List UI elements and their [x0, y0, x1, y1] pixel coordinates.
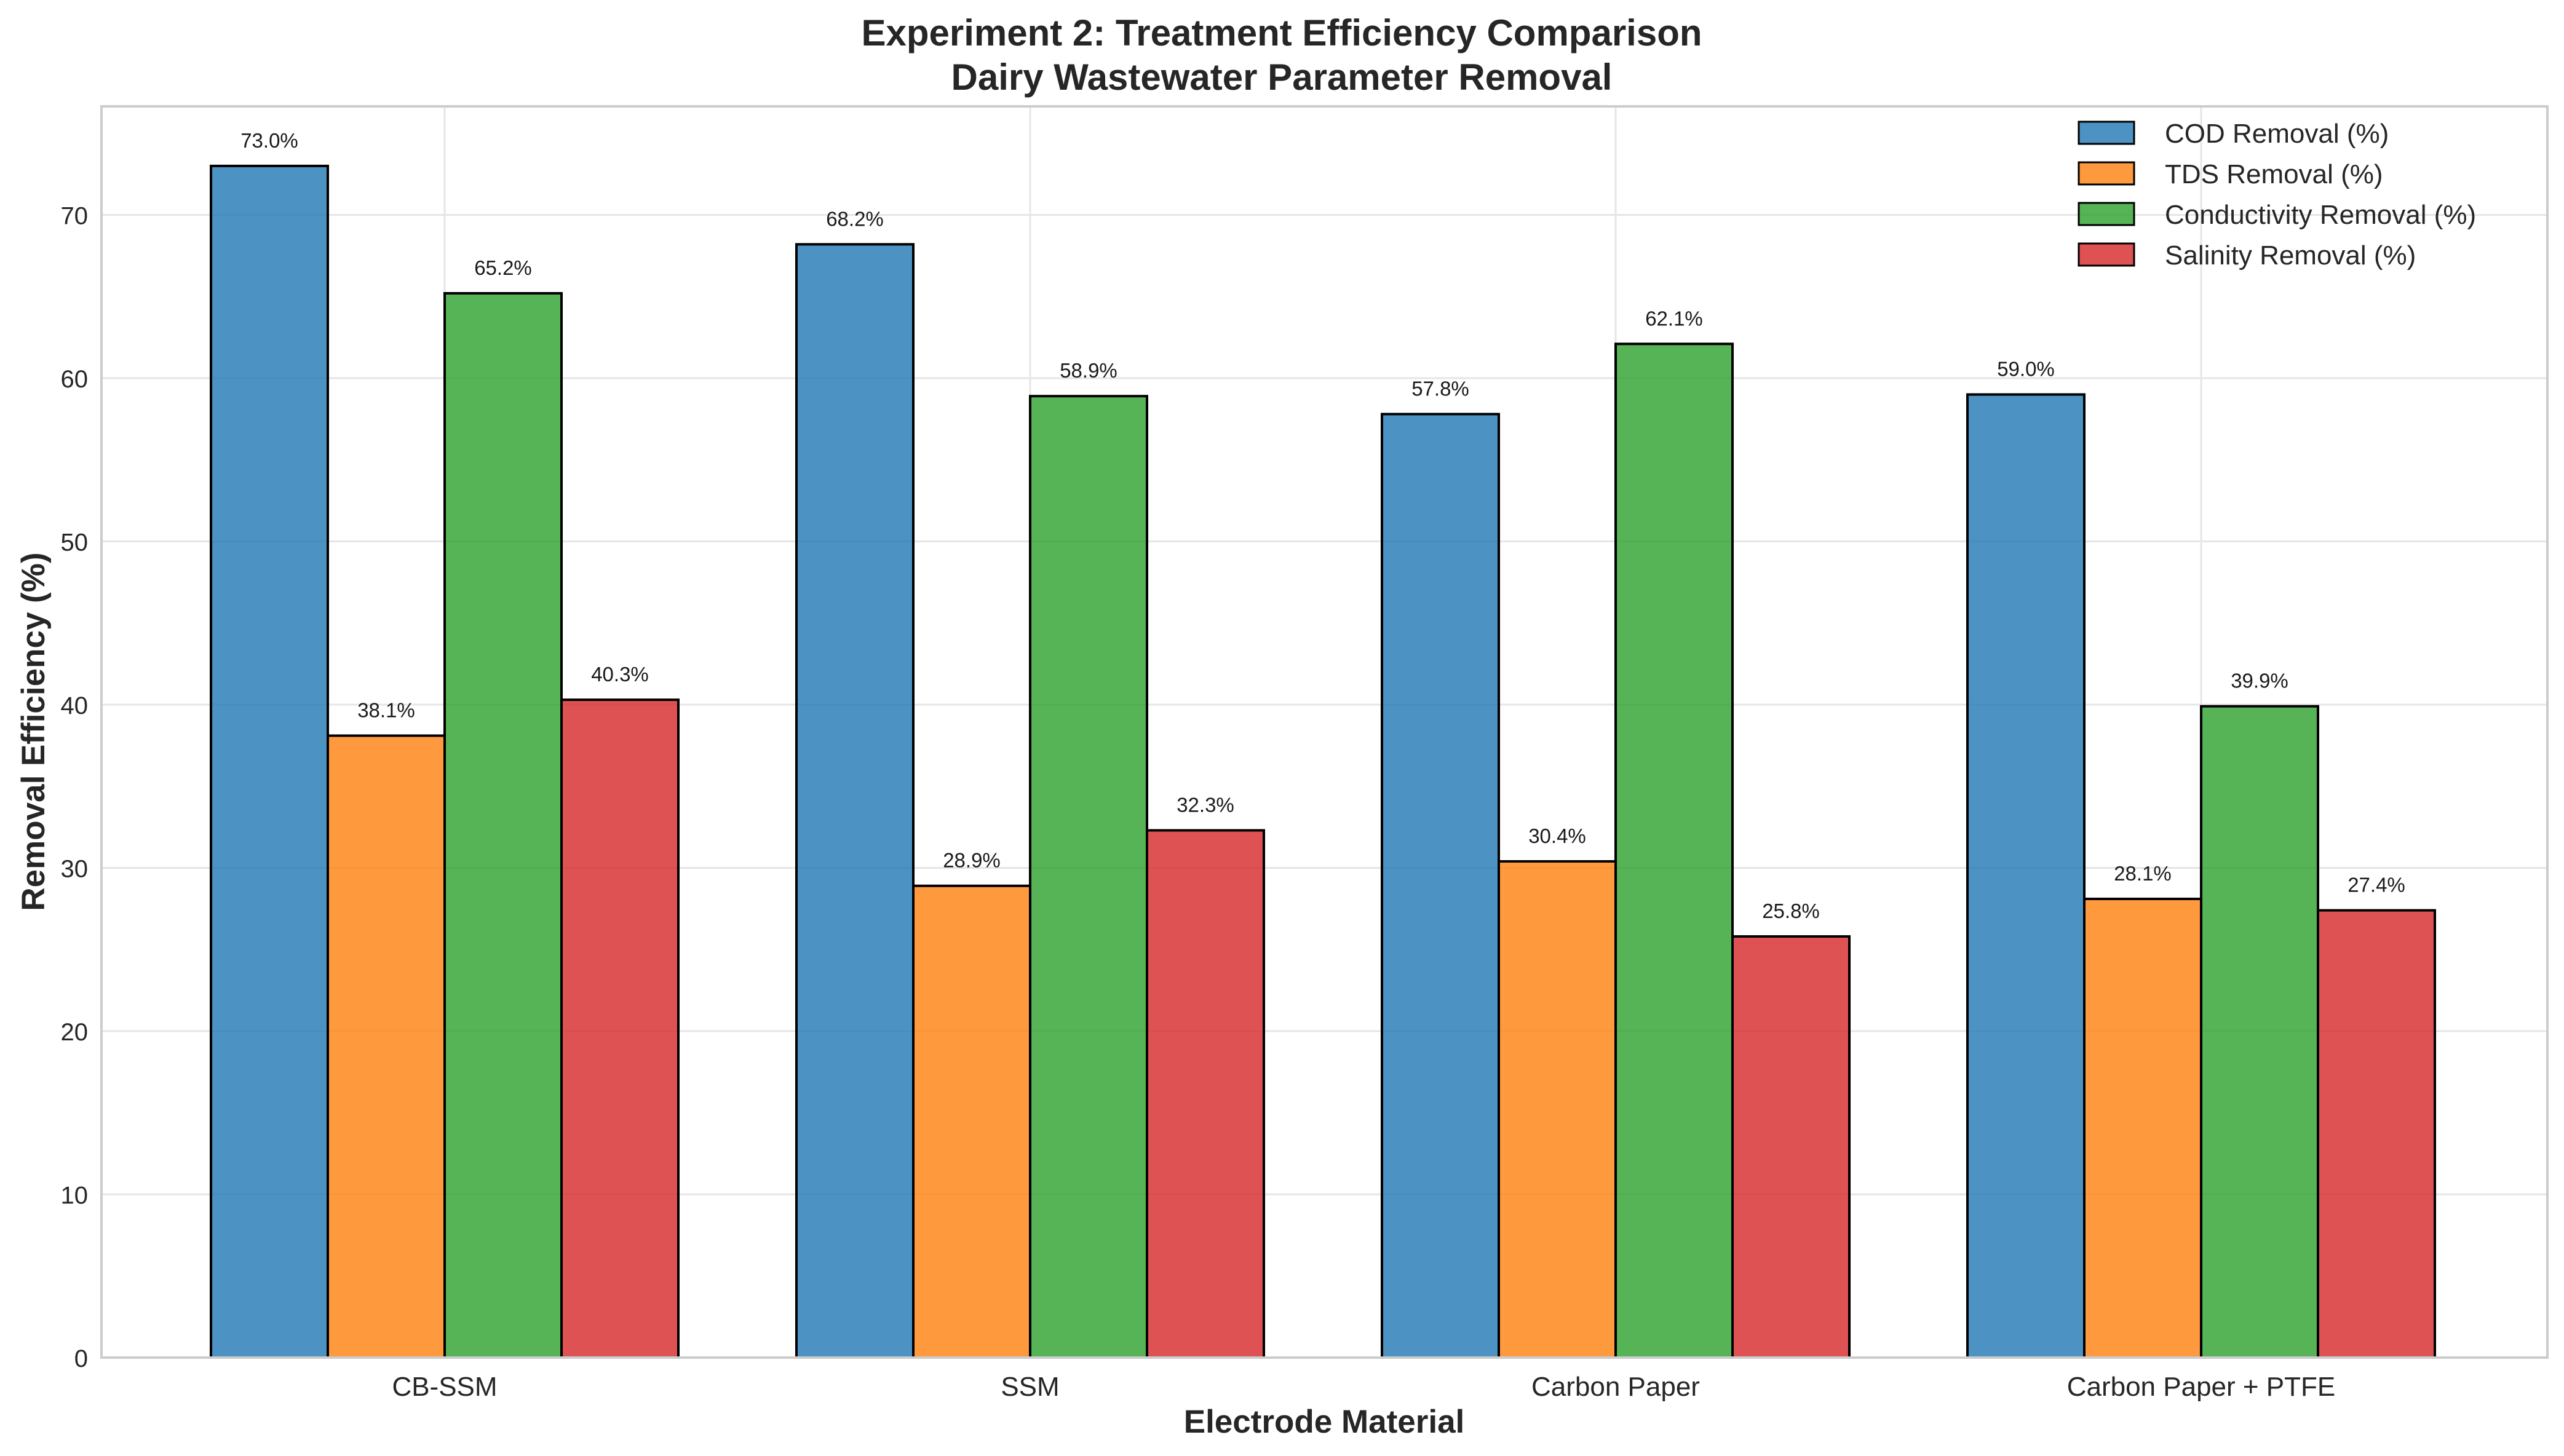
data-labels: 73.0% 68.2% 57.8% 59.0% 38.1% 28.9% 30.4% 28.1%…	[240, 129, 2405, 922]
x-tick-label: Carbon Paper	[1531, 1372, 1700, 1402]
legend-swatch	[2078, 242, 2135, 267]
x-axis-label: Electrode Material	[1184, 1404, 1465, 1440]
y-tick-label: 40	[61, 692, 89, 719]
chart-subtitle: Dairy Wastewater Parameter Removal	[951, 57, 1613, 98]
y-tick-label: 50	[61, 529, 89, 556]
x-tick-label: SSM	[1001, 1372, 1059, 1402]
data-label: 25.8%	[1762, 900, 1820, 922]
bar	[1731, 935, 1851, 1359]
data-label: 27.4%	[2348, 874, 2405, 896]
x-axis-ticks: CB-SSM SSM Carbon Paper Carbon Paper + PTFE	[392, 1372, 2335, 1402]
bar	[2200, 705, 2319, 1359]
bar	[210, 164, 329, 1359]
bar	[560, 698, 680, 1359]
x-tick-label: CB-SSM	[392, 1372, 497, 1402]
data-label: 62.1%	[1645, 307, 1703, 330]
data-label: 58.9%	[1060, 359, 1117, 382]
data-label: 32.3%	[1177, 793, 1234, 816]
legend-label: TDS Removal (%)	[2165, 159, 2383, 189]
data-label: 39.9%	[2231, 670, 2288, 692]
data-label: 59.0%	[1997, 358, 2055, 381]
legend-label: Salinity Removal (%)	[2165, 240, 2416, 271]
bar	[1966, 393, 2086, 1359]
bar	[912, 884, 1031, 1359]
bar	[1381, 413, 1500, 1359]
data-label: 68.2%	[826, 207, 884, 230]
y-axis-ticks: 0 10 20 30 40 50 60 70	[61, 203, 89, 1372]
bar	[443, 291, 563, 1359]
y-tick-label: 70	[61, 203, 89, 230]
data-label: 57.8%	[1411, 377, 1469, 400]
x-tick-label: Carbon Paper + PTFE	[2067, 1372, 2336, 1402]
legend-swatch	[2078, 161, 2135, 186]
legend-label: Conductivity Removal (%)	[2165, 200, 2476, 230]
bar	[327, 734, 446, 1359]
legend-swatch	[2078, 202, 2135, 226]
data-label: 28.1%	[2114, 862, 2172, 885]
y-axis-label: Removal Efficiency (%)	[15, 552, 52, 911]
plot-frame	[100, 105, 2549, 1359]
bar	[2317, 909, 2436, 1359]
data-label: 65.2%	[474, 256, 532, 279]
data-label: 28.9%	[943, 849, 1001, 872]
bar	[1498, 860, 1617, 1359]
bar	[1146, 829, 1265, 1359]
legend-label: COD Removal (%)	[2165, 119, 2389, 149]
y-tick-label: 20	[61, 1019, 89, 1046]
y-tick-label: 10	[61, 1182, 89, 1209]
y-tick-label: 0	[74, 1345, 88, 1372]
data-label: 30.4%	[1528, 825, 1586, 847]
bar	[795, 243, 915, 1359]
bar	[2083, 897, 2202, 1359]
data-label: 38.1%	[357, 698, 415, 721]
bar	[1614, 342, 1734, 1359]
data-label: 40.3%	[591, 663, 649, 686]
bar	[1029, 395, 1148, 1359]
legend: COD Removal (%) TDS Removal (%) Conductivi…	[2078, 119, 2476, 271]
bars	[210, 164, 2436, 1359]
y-tick-label: 30	[61, 856, 89, 883]
data-label: 73.0%	[240, 129, 298, 152]
chart-title: Experiment 2: Treatment Efficiency Compa…	[861, 12, 1702, 53]
legend-swatch	[2078, 121, 2135, 145]
y-tick-label: 60	[61, 366, 89, 393]
